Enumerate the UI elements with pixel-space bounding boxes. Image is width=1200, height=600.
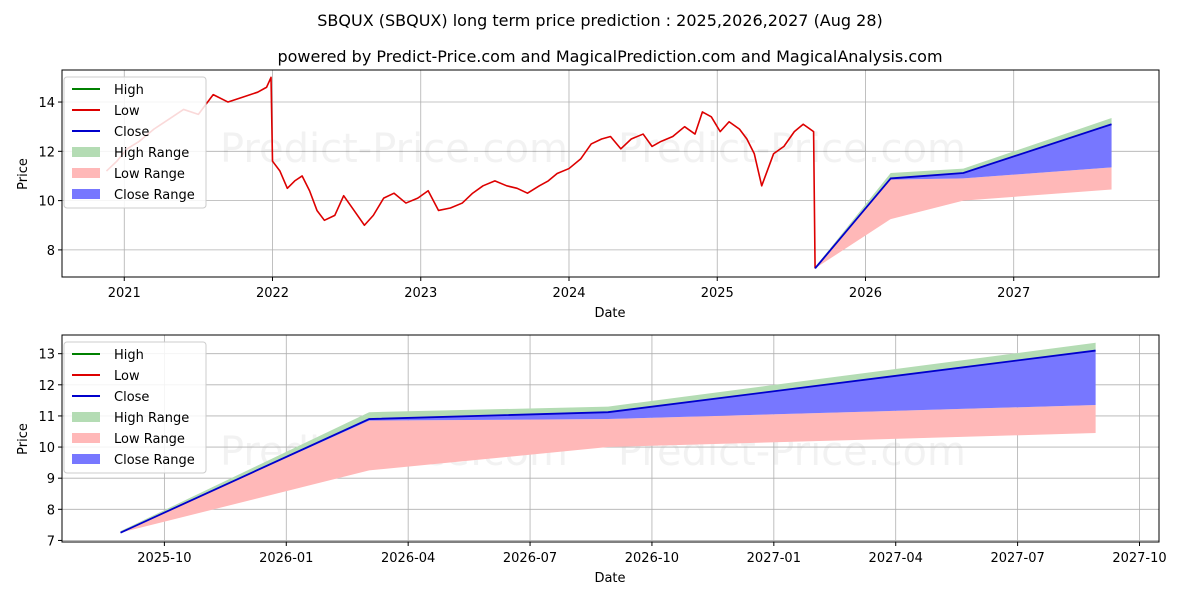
top-x-tick-label: 2024 — [552, 286, 585, 301]
top-x-tick-label: 2025 — [701, 286, 734, 301]
bottom-x-tick-label: 2027-01 — [747, 551, 801, 566]
top-plot-lines — [105, 76, 1112, 269]
top-legend-label-low: Low — [114, 104, 140, 119]
bottom-x-tick-label: 2026-10 — [625, 551, 679, 566]
bottom-y-tick-label: 7 — [47, 534, 55, 549]
top-legend: High Low Close High Range Low Range Close Ran… — [63, 76, 207, 209]
top-plot-grid — [62, 70, 1159, 277]
top-legend-label-high-range: High Range — [114, 146, 189, 161]
top-x-tick-label: 2022 — [256, 286, 289, 301]
bottom-close-range-area — [120, 350, 1096, 533]
bottom-plot-lines — [120, 349, 1096, 534]
top-plot-frame — [61, 69, 1160, 278]
bottom-legend-label-low: Low — [114, 369, 140, 384]
bottom-y-tick-label: 12 — [38, 379, 55, 394]
chart-subtitle: powered by Predict-Price.com and Magical… — [277, 47, 942, 66]
bottom-y-tick-label: 13 — [38, 348, 55, 363]
bottom-y-tick-label: 9 — [47, 472, 55, 487]
top-x-tick-label: 2027 — [997, 286, 1030, 301]
top-legend-label-high: High — [114, 83, 144, 98]
top-legend-label-close: Close — [114, 125, 149, 140]
bottom-plot-frame — [61, 334, 1160, 543]
top-low-range-area — [815, 167, 1112, 269]
top-low-price-line — [105, 76, 816, 269]
watermark-top-2: Predict-Price.com — [618, 126, 966, 172]
bottom-x-tick-label: 2027-10 — [1112, 551, 1166, 566]
top-legend-swatch-high-range — [72, 147, 100, 157]
chart-title: SBQUX (SBQUX) long term price prediction… — [317, 11, 882, 30]
watermark-top-1: Predict-Price.com — [220, 126, 568, 172]
bottom-legend-label-high: High — [114, 348, 144, 363]
bottom-x-tick-label: 2026-04 — [381, 551, 435, 566]
bottom-legend-label-high-range: High Range — [114, 411, 189, 426]
top-x-tick-label: 2023 — [404, 286, 437, 301]
bottom-legend-swatch-low-range — [72, 433, 100, 443]
bottom-plot-ranges — [120, 342, 1096, 533]
bottom-low-range-area — [120, 405, 1096, 533]
top-y-tick-label: 14 — [38, 96, 55, 111]
bottom-legend-swatch-close-range — [72, 454, 100, 464]
top-plot-panel: Predict-Price.com Predict-Price.com 2021… — [16, 69, 1160, 321]
bottom-plot-panel: Predict-Price.com Predict-Price.com 2025… — [16, 334, 1167, 586]
top-y-tick-label: 8 — [47, 244, 55, 259]
top-plot-ticks: 2021 2022 2023 2024 2025 2026 2027 8 10 12 14 — [38, 96, 1030, 301]
top-legend-label-close-range: Close Range — [114, 188, 195, 203]
top-x-tick-label: 2021 — [108, 286, 141, 301]
bottom-plot-ticks: 2025-10 2026-01 2026-04 2026-07 2026-10 2027-… — [38, 348, 1166, 566]
bottom-y-tick-label: 10 — [38, 441, 55, 456]
top-legend-swatch-close-range — [72, 189, 100, 199]
top-legend-label-low-range: Low Range — [114, 167, 185, 182]
bottom-x-tick-label: 2026-01 — [259, 551, 313, 566]
bottom-x-tick-label: 2027-07 — [990, 551, 1044, 566]
bottom-legend-label-low-range: Low Range — [114, 432, 185, 447]
top-close-range-area — [815, 124, 1112, 269]
bottom-y-tick-label: 11 — [38, 410, 55, 425]
top-y-tick-label: 10 — [38, 195, 55, 210]
bottom-x-axis-label: Date — [594, 571, 625, 586]
top-y-axis-label: Price — [16, 158, 31, 190]
bottom-legend-swatch-high-range — [72, 412, 100, 422]
bottom-x-tick-label: 2026-07 — [503, 551, 557, 566]
bottom-close-prediction-line — [120, 349, 1096, 534]
bottom-high-range-area — [120, 342, 1096, 533]
bottom-legend: High Low Close High Range Low Range Close Ran… — [63, 341, 207, 474]
bottom-x-tick-label: 2025-10 — [137, 551, 191, 566]
top-y-tick-label: 12 — [38, 145, 55, 160]
bottom-y-tick-label: 8 — [47, 503, 55, 518]
top-x-tick-label: 2026 — [849, 286, 882, 301]
top-legend-swatch-low-range — [72, 168, 100, 178]
bottom-legend-label-close: Close — [114, 390, 149, 405]
top-close-prediction-line — [814, 123, 1112, 269]
bottom-x-tick-label: 2027-04 — [869, 551, 923, 566]
bottom-legend-label-close-range: Close Range — [114, 453, 195, 468]
bottom-y-axis-label: Price — [16, 423, 31, 455]
top-x-axis-label: Date — [594, 306, 625, 321]
